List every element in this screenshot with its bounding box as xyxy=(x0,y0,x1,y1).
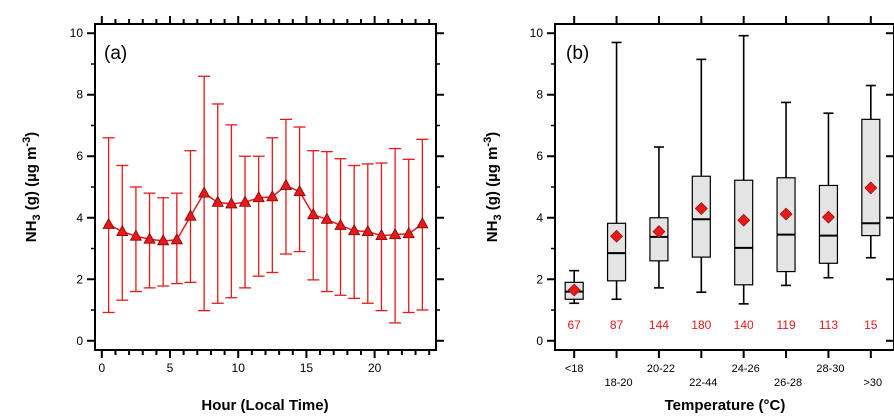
box xyxy=(734,179,754,286)
category-label: >30 xyxy=(863,377,882,389)
series-a xyxy=(102,75,429,324)
y-tick-label: 2 xyxy=(536,272,543,286)
y-tick-label: 0 xyxy=(536,334,543,348)
y-tick-label: 6 xyxy=(76,149,83,163)
count-label: 180 xyxy=(691,318,711,332)
count-labels-b: 67 87 144 180 140 119 113 15 xyxy=(568,318,878,332)
x-tick-labels-a: 0 5 10 15 20 xyxy=(98,361,381,375)
chart-panel-b: 0 2 4 6 8 10 67 87 144 180 140 119 113 1… xyxy=(482,16,894,414)
category-label: 20-22 xyxy=(647,363,675,375)
data-point xyxy=(143,232,156,244)
category-label: 26-28 xyxy=(774,377,802,389)
data-point xyxy=(129,229,143,241)
tick-marks-a xyxy=(87,16,444,358)
data-point xyxy=(293,184,306,197)
category-labels-b: <18 18-20 20-22 22-44 24-26 26-28 28-30 … xyxy=(565,363,882,389)
data-point xyxy=(279,178,293,190)
x-tick-label: 10 xyxy=(232,361,246,375)
box xyxy=(818,184,839,264)
data-point xyxy=(116,224,129,236)
mean-marker xyxy=(822,210,835,224)
data-point xyxy=(225,197,238,209)
data-point xyxy=(211,195,224,207)
data-point xyxy=(157,233,170,246)
count-label: 144 xyxy=(649,318,669,332)
y-tick-label: 10 xyxy=(530,26,544,40)
category-label: 22-44 xyxy=(689,377,717,389)
y-axis-title-b: NH3 (g) (µg m-3) xyxy=(482,132,504,242)
mean-marker xyxy=(864,181,878,195)
count-label: 67 xyxy=(568,318,582,332)
category-label: 28-30 xyxy=(816,363,844,375)
x-tick-label: 5 xyxy=(167,361,174,375)
category-label: <18 xyxy=(565,363,584,375)
chart-panel-a: 0 5 10 15 20 0 2 4 6 8 10 (a) Hour (Loca… xyxy=(21,16,444,414)
y-axis-title-a: NH3 (g) (µg m-3) xyxy=(21,132,43,242)
y-tick-label: 8 xyxy=(536,88,543,102)
y-tick-label: 2 xyxy=(76,272,83,286)
data-point xyxy=(197,186,211,198)
plot-frame-b xyxy=(554,23,894,351)
box xyxy=(649,217,669,262)
data-point xyxy=(416,217,429,229)
data-point xyxy=(361,224,374,236)
box xyxy=(691,175,711,258)
x-axis-title-a: Hour (Local Time) xyxy=(201,397,328,414)
mean-marker xyxy=(610,229,623,243)
x-axis-title-b: Temperature (°C) xyxy=(665,397,786,414)
y-tick-label: 4 xyxy=(76,211,83,225)
count-label: 87 xyxy=(610,318,624,332)
data-point xyxy=(170,233,184,245)
data-point xyxy=(334,218,347,230)
x-tick-label: 0 xyxy=(98,361,105,375)
count-label: 113 xyxy=(819,318,838,332)
data-point xyxy=(320,212,334,224)
count-label: 119 xyxy=(776,318,795,332)
box xyxy=(861,118,881,237)
y-tick-label: 6 xyxy=(536,149,543,163)
data-point xyxy=(375,228,388,240)
data-point xyxy=(266,190,279,202)
tick-marks-b xyxy=(547,16,894,358)
data-point xyxy=(252,190,265,203)
y-tick-labels-a: 0 2 4 6 8 10 xyxy=(70,26,84,348)
data-point xyxy=(102,217,115,229)
box xyxy=(776,177,796,273)
data-point xyxy=(238,195,252,207)
mean-marker xyxy=(652,225,666,239)
y-tick-label: 4 xyxy=(536,211,543,225)
y-tick-label: 10 xyxy=(70,26,84,40)
data-point xyxy=(184,209,197,221)
y-tick-label: 8 xyxy=(76,88,83,102)
y-tick-label: 0 xyxy=(76,334,83,348)
panel-label-b: (b) xyxy=(566,43,589,64)
count-label: 15 xyxy=(864,318,878,332)
data-point xyxy=(402,226,415,239)
mean-marker xyxy=(694,202,708,215)
mean-marker xyxy=(737,213,751,227)
data-point xyxy=(388,227,402,240)
category-label: 24-26 xyxy=(732,363,760,375)
data-point xyxy=(347,223,361,236)
data-point xyxy=(307,207,320,220)
count-label: 140 xyxy=(734,318,754,332)
mean-marker xyxy=(779,207,793,221)
plot-frame-a xyxy=(94,23,437,351)
box-series-b xyxy=(564,34,881,305)
series-line xyxy=(108,184,423,242)
x-tick-label: 20 xyxy=(368,361,382,375)
y-tick-labels-b: 0 2 4 6 8 10 xyxy=(530,26,544,348)
panel-label-a: (a) xyxy=(104,43,127,64)
category-label: 18-20 xyxy=(604,377,632,389)
x-tick-label: 15 xyxy=(300,361,314,375)
mean-marker xyxy=(567,283,581,297)
